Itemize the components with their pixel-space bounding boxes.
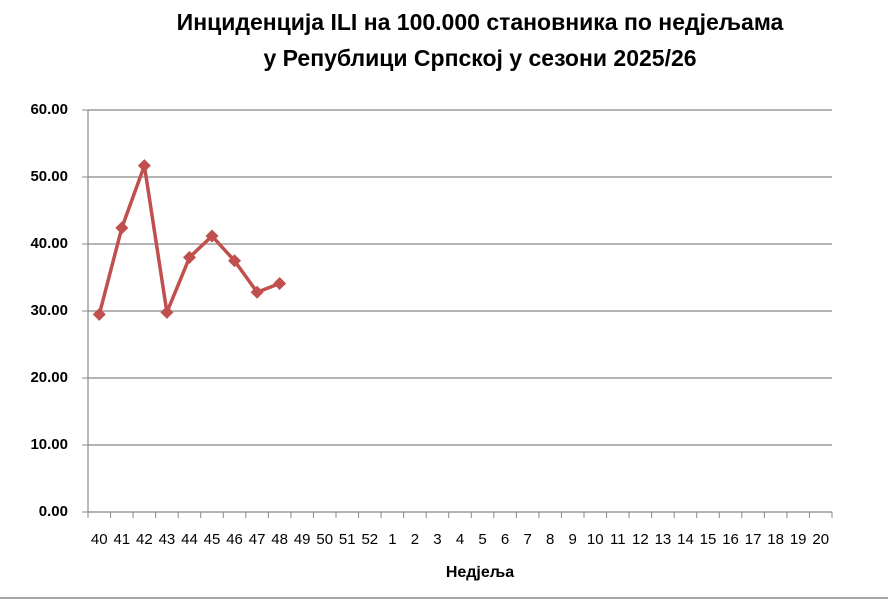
x-tick-label: 9 — [569, 531, 577, 548]
x-tick-label: 43 — [159, 531, 176, 548]
x-tick-label: 8 — [546, 531, 554, 548]
marker — [115, 221, 129, 235]
x-tick-label: 11 — [610, 531, 626, 548]
x-tick-label: 49 — [294, 531, 311, 548]
chart-title: Инциденција ILI на 100.000 становника по… — [177, 9, 784, 35]
x-tick-label: 45 — [204, 531, 221, 548]
x-tick-label: 19 — [790, 531, 807, 548]
y-tick-label: 20.00 — [30, 369, 68, 386]
x-tick-label: 7 — [523, 531, 531, 548]
x-tick-label: 6 — [501, 531, 509, 548]
x-tick-label: 20 — [812, 531, 829, 548]
x-tick-label: 40 — [91, 531, 108, 548]
y-tick-label: 0.00 — [39, 503, 68, 520]
marker — [92, 307, 106, 321]
y-tick-label: 60.00 — [30, 101, 68, 118]
x-tick-label: 17 — [745, 531, 762, 548]
x-tick-label: 15 — [700, 531, 717, 548]
y-tick-label: 10.00 — [30, 436, 68, 453]
x-tick-label: 3 — [433, 531, 441, 548]
x-tick-label: 1 — [388, 531, 396, 548]
y-tick-label: 50.00 — [30, 168, 68, 185]
x-tick-label: 50 — [316, 531, 333, 548]
marker — [273, 277, 287, 291]
x-tick-label: 48 — [271, 531, 288, 548]
x-tick-label: 10 — [587, 531, 604, 548]
marker — [137, 159, 151, 173]
x-tick-label: 52 — [361, 531, 378, 548]
marker — [182, 250, 196, 264]
x-tick-label: 18 — [767, 531, 784, 548]
x-tick-label: 14 — [677, 531, 694, 548]
x-tick-label: 13 — [655, 531, 672, 548]
x-tick-label: 47 — [249, 531, 266, 548]
x-tick-label: 12 — [632, 531, 649, 548]
marker — [250, 285, 264, 299]
x-tick-label: 46 — [226, 531, 243, 548]
chart-title: у Републици Српској у сезони 2025/26 — [263, 45, 696, 71]
marker — [160, 305, 174, 319]
x-tick-label: 41 — [113, 531, 130, 548]
x-axis-label: Недјеља — [446, 564, 514, 581]
x-tick-label: 2 — [411, 531, 419, 548]
marker — [228, 254, 242, 268]
x-tick-label: 4 — [456, 531, 464, 548]
x-tick-label: 42 — [136, 531, 153, 548]
marker — [205, 229, 219, 243]
x-tick-label: 5 — [478, 531, 486, 548]
x-tick-label: 16 — [722, 531, 739, 548]
x-tick-label: 51 — [339, 531, 356, 548]
y-tick-label: 30.00 — [30, 302, 68, 319]
x-tick-label: 44 — [181, 531, 198, 548]
y-tick-label: 40.00 — [30, 235, 68, 252]
